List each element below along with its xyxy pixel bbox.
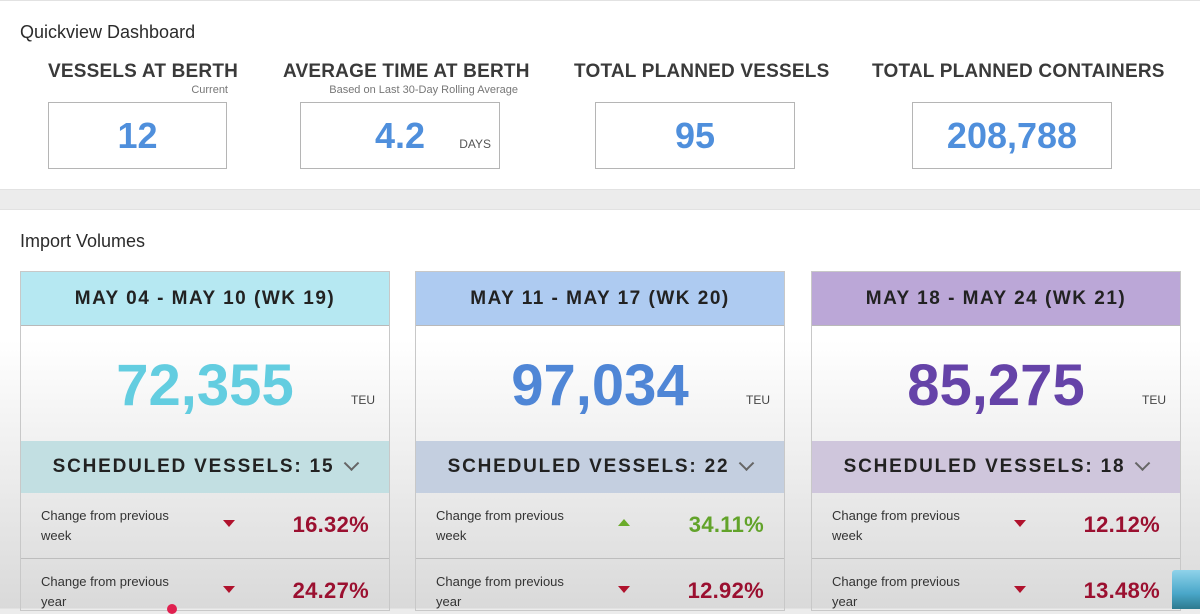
- kpi-label: AVERAGE TIME AT BERTH: [283, 61, 530, 82]
- notification-dot: [167, 604, 177, 614]
- change-row: Change from previous week 34.11%: [416, 493, 784, 559]
- import-volumes-title: Import Volumes: [20, 231, 146, 251]
- teu-value: 72,355: [116, 353, 294, 418]
- week-card: MAY 04 - MAY 10 (WK 19) 72,355 TEU SCHED…: [20, 271, 390, 611]
- kpi-value-box: 4.2 DAYS: [300, 102, 500, 169]
- change-row: Change from previous year 13.48%: [812, 559, 1180, 610]
- teu-unit: TEU: [1142, 393, 1166, 407]
- week-body: 97,034 TEU: [416, 326, 784, 441]
- kpi-total-planned-vessels: TOTAL PLANNED VESSELS: [574, 61, 830, 83]
- arrow-down-icon: [223, 520, 235, 527]
- change-row: Change from previous year 12.92%: [416, 559, 784, 610]
- week-card: MAY 18 - MAY 24 (WK 21) 85,275 TEU SCHED…: [811, 271, 1181, 611]
- change-value: 13.48%: [1083, 578, 1160, 603]
- change-label: Change from previous year: [832, 574, 960, 609]
- kpi-label: TOTAL PLANNED VESSELS: [574, 61, 830, 82]
- change-label: Change from previous week: [436, 508, 564, 543]
- quickview-panel: Quickview Dashboard VESSELS AT BERTH Cur…: [0, 0, 1200, 190]
- scheduled-vessels-toggle[interactable]: SCHEDULED VESSELS: 15: [21, 441, 389, 493]
- arrow-down-icon: [618, 586, 630, 593]
- kpi-label: TOTAL PLANNED CONTAINERS: [872, 61, 1165, 82]
- change-row: Change from previous week 12.12%: [812, 493, 1180, 559]
- week-card: MAY 11 - MAY 17 (WK 20) 97,034 TEU SCHED…: [415, 271, 785, 611]
- scheduled-vessels-toggle[interactable]: SCHEDULED VESSELS: 18: [812, 441, 1180, 493]
- kpi-unit: DAYS: [459, 137, 491, 151]
- week-header: MAY 18 - MAY 24 (WK 21): [812, 272, 1180, 326]
- preview-thumbnail[interactable]: [1172, 570, 1200, 609]
- kpi-value: 95: [674, 114, 716, 156]
- change-value: 16.32%: [292, 512, 369, 537]
- arrow-down-icon: [223, 586, 235, 593]
- change-row: Change from previous week 16.32%: [21, 493, 389, 559]
- kpi-sub: Current: [191, 84, 228, 96]
- chevron-down-icon: [1135, 454, 1151, 471]
- kpi-sub: Based on Last 30-Day Rolling Average: [329, 84, 518, 96]
- arrow-up-icon: [618, 519, 630, 526]
- kpi-label: VESSELS AT BERTH: [48, 61, 239, 82]
- scheduled-vessels-label: SCHEDULED VESSELS: 22: [447, 456, 730, 477]
- change-value: 12.12%: [1083, 512, 1160, 537]
- kpi-value: 208,788: [946, 114, 1078, 156]
- quickview-title: Quickview Dashboard: [20, 22, 196, 42]
- week-body: 85,275 TEU: [812, 326, 1180, 441]
- arrow-down-icon: [1014, 586, 1026, 593]
- change-label: Change from previous week: [41, 508, 169, 543]
- week-body: 72,355 TEU: [21, 326, 389, 441]
- week-header: MAY 04 - MAY 10 (WK 19): [21, 272, 389, 326]
- scheduled-vessels-label: SCHEDULED VESSELS: 18: [843, 456, 1126, 477]
- change-value: 24.27%: [292, 578, 369, 603]
- kpi-average-time-at-berth: AVERAGE TIME AT BERTH Based on Last 30-D…: [283, 61, 530, 97]
- change-label: Change from previous week: [832, 508, 960, 543]
- scheduled-vessels-toggle[interactable]: SCHEDULED VESSELS: 22: [416, 441, 784, 493]
- chevron-down-icon: [344, 454, 360, 471]
- kpi-value: 12: [117, 114, 158, 156]
- change-label: Change from previous year: [436, 574, 564, 609]
- week-header: MAY 11 - MAY 17 (WK 20): [416, 272, 784, 326]
- chevron-down-icon: [739, 454, 755, 471]
- kpi-value-box: 12: [48, 102, 227, 169]
- kpi-value-box: 208,788: [912, 102, 1112, 169]
- teu-value: 85,275: [907, 353, 1085, 418]
- change-label: Change from previous year: [41, 574, 169, 609]
- kpi-value-box: 95: [595, 102, 795, 169]
- kpi-vessels-at-berth: VESSELS AT BERTH Current: [48, 61, 239, 97]
- change-value: 34.11%: [688, 512, 764, 537]
- import-volumes-panel: Import Volumes MAY 04 - MAY 10 (WK 19) 7…: [0, 209, 1200, 611]
- arrow-down-icon: [1014, 520, 1026, 527]
- scheduled-vessels-label: SCHEDULED VESSELS: 15: [52, 456, 335, 477]
- kpi-value: 4.2: [374, 114, 426, 156]
- kpi-total-planned-containers: TOTAL PLANNED CONTAINERS: [872, 61, 1165, 83]
- teu-unit: TEU: [746, 393, 770, 407]
- change-value: 12.92%: [687, 578, 764, 603]
- teu-value: 97,034: [511, 353, 689, 418]
- teu-unit: TEU: [351, 393, 375, 407]
- change-row: Change from previous year 24.27%: [21, 559, 389, 610]
